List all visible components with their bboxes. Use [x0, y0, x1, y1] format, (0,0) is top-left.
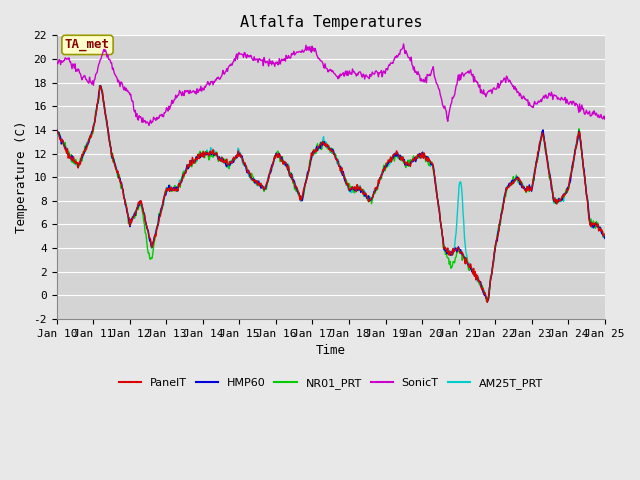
Y-axis label: Temperature (C): Temperature (C) — [15, 121, 28, 233]
Title: Alfalfa Temperatures: Alfalfa Temperatures — [239, 15, 422, 30]
Text: TA_met: TA_met — [65, 38, 110, 51]
X-axis label: Time: Time — [316, 344, 346, 357]
Legend: PanelT, HMP60, NR01_PRT, SonicT, AM25T_PRT: PanelT, HMP60, NR01_PRT, SonicT, AM25T_P… — [114, 373, 547, 393]
